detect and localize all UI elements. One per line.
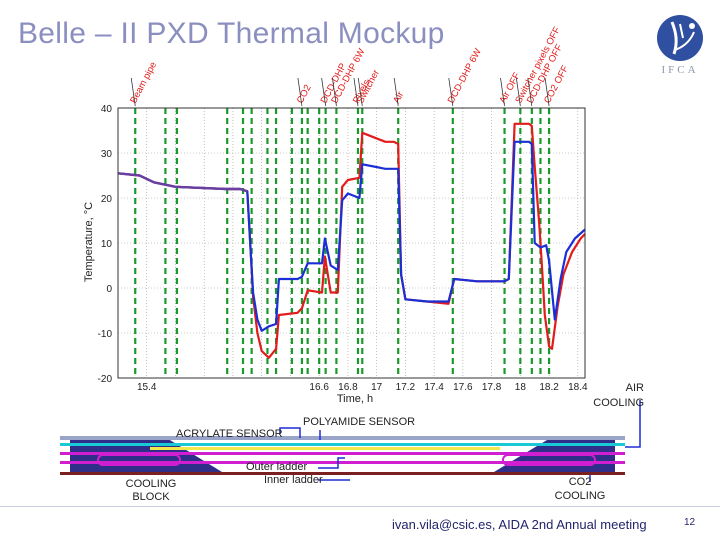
event-arrow <box>357 77 363 107</box>
x-tick-label: 17.8 <box>482 382 502 393</box>
x-tick-label: 17 <box>371 382 383 393</box>
slide-title: Belle – II PXD Thermal Mockup <box>18 17 445 50</box>
x-tick-label: 16.8 <box>338 382 358 393</box>
series-overlap <box>117 172 248 193</box>
y-tick-label: 10 <box>101 239 113 250</box>
cyan-line <box>60 443 625 446</box>
event-label: Air <box>391 90 406 105</box>
x-tick-label: 18 <box>515 382 527 393</box>
event-arrow <box>353 77 359 107</box>
event-arrow <box>321 77 327 107</box>
series-sensor-red <box>117 122 586 359</box>
y-tick-label: -20 <box>98 374 113 385</box>
event-arrow <box>527 77 533 107</box>
y-tick-label: 0 <box>106 284 112 295</box>
footer-divider <box>0 506 720 507</box>
co2-cooling-label: CO2 COOLING <box>550 475 610 503</box>
x-tick-label: 18.2 <box>539 382 559 393</box>
page-number: 12 <box>684 517 696 528</box>
yellow-line <box>150 447 500 450</box>
event-arrow <box>130 77 136 107</box>
acrylate-connector <box>279 427 301 438</box>
magenta-top-line <box>60 452 625 455</box>
y-tick-label: 20 <box>101 194 113 205</box>
co2-cooling-text: CO2 COOLING <box>554 476 606 502</box>
event-label: Beam pipe <box>128 60 159 105</box>
outer-ladder-label: Outer ladder <box>246 461 308 473</box>
event-arrow <box>500 77 505 107</box>
magenta-bottom-line <box>60 461 625 464</box>
right-coolant-pipe <box>502 454 596 466</box>
event-arrow <box>393 77 399 107</box>
x-tick-label: 17.6 <box>453 382 473 393</box>
top-ladder-band <box>60 436 625 440</box>
x-tick-label: 17.2 <box>396 382 416 393</box>
event-arrow <box>448 77 454 107</box>
y-axis-label: Temperature, °C <box>83 202 95 282</box>
y-tick-label: 30 <box>101 149 113 160</box>
mockup-schematic <box>60 400 641 482</box>
event-arrow <box>515 77 521 107</box>
x-axis-label: Time, h <box>337 393 373 405</box>
y-tick-label: -10 <box>98 329 113 340</box>
cooling-block-label: COOLING BLOCK <box>120 478 182 504</box>
event-arrow <box>332 77 337 107</box>
event-arrow <box>297 77 303 107</box>
brown-line <box>60 472 625 475</box>
left-coolant-pipe <box>97 454 181 466</box>
inner-ladder-connector <box>318 457 345 469</box>
ifca-logo-icon <box>657 15 703 61</box>
x-tick-label: 17.4 <box>424 382 444 393</box>
x-tick-label: 18.4 <box>568 382 588 393</box>
cooling-block-text: COOLING BLOCK <box>125 478 177 503</box>
footer-email: ivan.vila@csic.es, AIDA 2nd Annual meeti… <box>392 517 647 532</box>
temperature-chart: -20 -10 0 10 20 30 40 15.4 16.6 16.8 17 17.2 17.4 17.… <box>60 25 641 482</box>
inner-ladder-label: Inner ladder <box>264 474 323 486</box>
x-tick-label: 15.4 <box>137 382 157 393</box>
y-tick-label: 40 <box>101 104 113 115</box>
acrylate-sensor-label: ACRYLATE SENSOR <box>176 428 283 440</box>
plot-area <box>118 108 585 378</box>
event-arrow <box>544 77 550 107</box>
air-cooling-label: AIR COOLING <box>592 381 644 411</box>
event-label: CO2 <box>295 83 314 105</box>
air-cooling-connector <box>625 400 641 448</box>
polyamide-sensor-label: POLYAMIDE SENSOR <box>303 416 416 428</box>
ifca-logo: IFCA <box>650 12 710 82</box>
x-tick-label: 16.6 <box>309 382 329 393</box>
air-cooling-text: AIR COOLING <box>593 382 644 409</box>
series-sensor-blue <box>117 140 586 332</box>
logo-text: IFCA <box>661 64 699 76</box>
title-bar: Belle – II PXD Thermal Mockup IFCA <box>0 0 720 80</box>
plot-frame <box>117 107 586 379</box>
